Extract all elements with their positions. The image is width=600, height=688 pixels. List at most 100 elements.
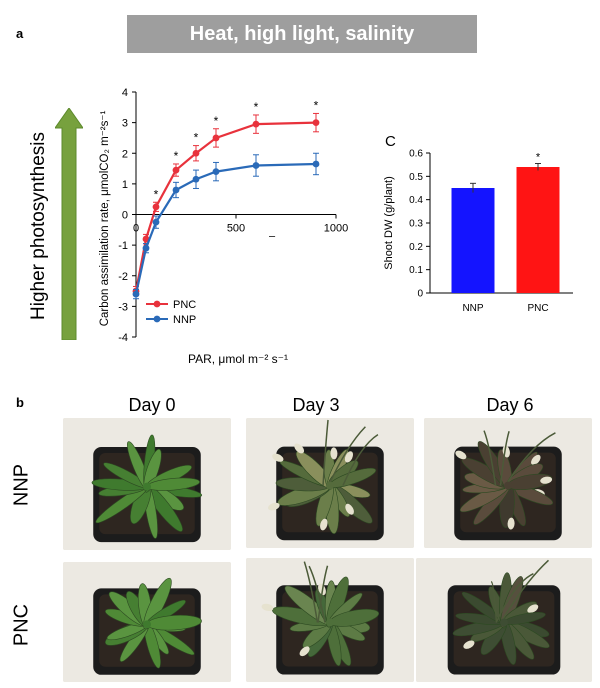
- photo-pnc-day3: [246, 558, 414, 682]
- data-point-pnc: [192, 149, 200, 157]
- y-tick-label: -2: [118, 271, 128, 283]
- y-tick-label: -1: [118, 240, 128, 252]
- y-tick-label: 0.4: [409, 195, 423, 206]
- significance-star: *: [194, 131, 199, 145]
- y-tick-label: 0.2: [409, 242, 423, 253]
- rosette-center-icon: [143, 620, 151, 629]
- significance-star: *: [314, 98, 319, 112]
- bleached-leaf-patch: [261, 603, 274, 612]
- x-tick-label: 500: [227, 223, 245, 235]
- legend-marker-nnp: [153, 315, 161, 323]
- significance-star: *: [536, 152, 541, 164]
- plant-illustration: [416, 558, 592, 682]
- bleached-leaf-patch: [299, 646, 310, 657]
- rosette-center-icon: [326, 481, 334, 490]
- bleached-leaf-patch: [507, 517, 515, 530]
- bleached-leaf-patch: [330, 447, 338, 460]
- plant-illustration: [424, 418, 592, 548]
- photo-pnc-day6: [416, 558, 592, 682]
- data-point-nnp: [252, 162, 260, 169]
- y-tick-label: 3: [122, 118, 128, 130]
- data-point-pnc: [312, 119, 320, 127]
- x-tick-label: 1000: [324, 223, 348, 235]
- y-tick-label: 4: [122, 87, 128, 99]
- flower-stalk-icon: [342, 433, 379, 486]
- bleached-leaf-patch: [463, 640, 475, 649]
- data-point-pnc: [172, 166, 180, 174]
- bleached-leaf-patch: [294, 443, 305, 454]
- flower-stalk-icon: [490, 580, 498, 623]
- bleached-leaf-patch: [268, 502, 280, 511]
- row-pnc-label: PNC: [10, 603, 33, 647]
- row-nnp-label: NNP: [10, 463, 33, 507]
- photo-nnp-day6: [424, 418, 592, 548]
- bleached-leaf-patch: [455, 450, 467, 460]
- x-tick-label: 0: [133, 223, 139, 235]
- panel-c-letter: C: [385, 133, 396, 150]
- y-tick-label: 0: [122, 210, 128, 222]
- significance-star: *: [154, 187, 159, 201]
- plant-illustration: [63, 418, 231, 550]
- flower-stalk-icon: [322, 419, 329, 486]
- y-axis-label: Shoot DW (g/plant): [383, 176, 395, 270]
- stray-dash-mark: –: [269, 231, 276, 243]
- up-arrow-icon: [54, 107, 84, 341]
- data-point-pnc: [212, 134, 220, 142]
- rosette-center-icon: [500, 618, 508, 627]
- photo-nnp-day3: [246, 418, 414, 548]
- bleached-leaf-patch: [344, 451, 354, 463]
- y-tick-label: 0.1: [409, 265, 423, 276]
- data-point-nnp: [132, 290, 140, 298]
- category-label-nnp: NNP: [462, 303, 483, 314]
- flower-stalk-icon: [327, 426, 366, 486]
- bleached-leaf-patch: [345, 503, 354, 515]
- bleached-leaf-patch: [272, 453, 284, 462]
- panel-b-letter: b: [16, 395, 24, 410]
- flower-stalk-icon: [303, 561, 319, 623]
- bar-pnc: [516, 167, 560, 293]
- y-tick-label: -3: [118, 301, 128, 313]
- flower-stalk-icon: [499, 431, 510, 486]
- flower-stalk-icon: [500, 559, 550, 623]
- flower-stalk-icon: [308, 565, 326, 623]
- plant-illustration: [63, 562, 231, 682]
- bleached-leaf-patch: [531, 454, 541, 465]
- y-tick-label: 0.6: [409, 149, 423, 160]
- rosette-center-icon: [143, 482, 151, 491]
- photo-pnc-day0: [63, 562, 231, 682]
- data-point-nnp: [312, 160, 320, 168]
- data-point-pnc: [152, 203, 160, 211]
- condition-banner: Heat, high light, salinity: [127, 15, 477, 53]
- flower-stalk-icon: [495, 573, 534, 623]
- leaf-icon: [143, 577, 172, 630]
- flower-stalk-icon: [483, 430, 497, 486]
- y-tick-label: -4: [118, 332, 128, 344]
- significance-star: *: [214, 114, 219, 128]
- flower-stalk-icon: [317, 565, 329, 623]
- y-tick-label: 0.3: [409, 219, 423, 230]
- y-tick-label: 0.5: [409, 172, 423, 183]
- bleached-leaf-patch: [527, 604, 539, 613]
- panel-a-letter: a: [16, 26, 24, 41]
- photo-nnp-day0: [63, 418, 231, 550]
- category-label-pnc: PNC: [527, 303, 548, 314]
- day-6-label: Day 6: [486, 395, 534, 415]
- data-point-nnp: [152, 218, 160, 226]
- bleached-leaf-patch: [320, 518, 328, 531]
- shoot-dw-bar-chart: 0 0.1 0.2 0.3 0.4 0.5 0.6 Shoot DW (g/plant) NNP…: [383, 149, 573, 314]
- data-point-nnp: [172, 186, 180, 194]
- y-tick-label: 0: [417, 289, 423, 300]
- bar-nnp: [451, 188, 495, 293]
- day-0-label: Day 0: [128, 395, 176, 415]
- higher-photosynthesis-label: Higher photosynthesis: [28, 132, 49, 320]
- legend-label-nnp: NNP: [173, 314, 196, 326]
- flower-stalk-icon: [504, 432, 556, 486]
- data-point-nnp: [212, 168, 220, 176]
- day-3-label: Day 3: [292, 395, 340, 415]
- data-point-nnp: [192, 175, 200, 183]
- plant-illustration: [246, 418, 414, 548]
- assimilation-line-chart: -4 -3 -2 -1 0 1 2 3 4 0 500 1000 – Carbon assimilatio…: [99, 87, 348, 366]
- y-tick-label: 1: [122, 179, 128, 191]
- data-point-nnp: [142, 244, 150, 252]
- significance-star: *: [254, 100, 259, 114]
